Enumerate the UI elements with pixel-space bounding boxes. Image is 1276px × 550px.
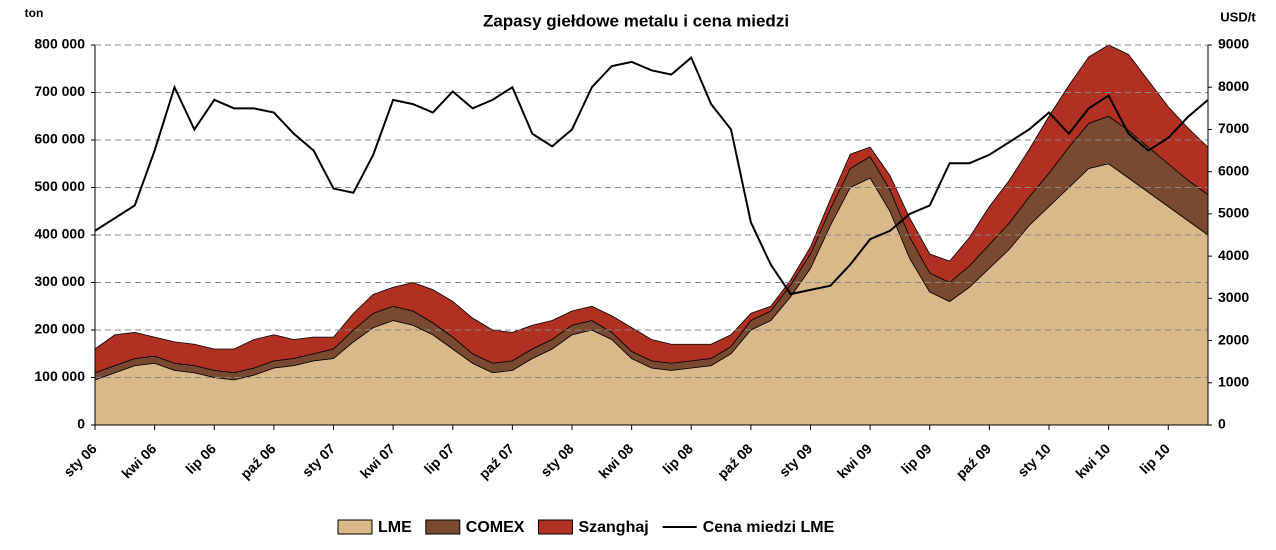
y-tick-label: 600 000 — [34, 131, 85, 147]
y2-tick-label: 0 — [1218, 416, 1226, 432]
y2-tick-label: 9000 — [1218, 36, 1249, 52]
y-tick-label: 300 000 — [34, 273, 85, 289]
y2-tick-label: 7000 — [1218, 120, 1249, 136]
y-tick-label: 700 000 — [34, 83, 85, 99]
x-tick-label: paź 08 — [714, 440, 756, 482]
x-tick-label: paź 09 — [953, 440, 995, 482]
x-tick-label: lip 06 — [182, 440, 219, 477]
x-tick-label: paź 06 — [237, 440, 279, 482]
x-tick-label: sty 06 — [60, 440, 100, 480]
y2-tick-label: 8000 — [1218, 78, 1249, 94]
line — [94, 56, 1209, 296]
y2-axis-label: USD/t — [1220, 9, 1256, 24]
y-tick-label: 100 000 — [34, 368, 85, 384]
x-tick-label: lip 10 — [1136, 440, 1173, 477]
legend-swatch — [537, 519, 573, 535]
y2-tick-label: 2000 — [1218, 331, 1249, 347]
legend-swatch — [337, 519, 373, 535]
x-tick-label: kwi 06 — [118, 440, 159, 481]
y2-tick-label: 4000 — [1218, 247, 1249, 263]
x-tick-label: sty 07 — [299, 440, 339, 480]
x-tick-label: kwi 10 — [1072, 440, 1113, 481]
chart-title: Zapasy giełdowe metalu i cena miedzi — [483, 11, 789, 30]
x-tick-label: sty 09 — [776, 440, 816, 480]
y2-tick-label: 1000 — [1218, 373, 1249, 389]
x-tick-label: sty 08 — [537, 440, 577, 480]
legend-label: LME — [378, 519, 412, 536]
legend-label: Szanghaj — [578, 519, 648, 536]
y-tick-label: 800 000 — [34, 36, 85, 52]
x-tick-label: kwi 07 — [357, 440, 398, 481]
x-tick-label: paź 07 — [476, 440, 518, 482]
x-tick-label: kwi 08 — [595, 440, 636, 481]
y2-tick-label: 3000 — [1218, 289, 1249, 305]
y-tick-label: 500 000 — [34, 178, 85, 194]
y-tick-label: 400 000 — [34, 226, 85, 242]
x-tick-label: lip 09 — [898, 440, 935, 477]
y-axis-label: ton — [25, 6, 44, 20]
x-tick-label: kwi 09 — [834, 440, 875, 481]
legend-swatch — [425, 519, 461, 535]
y-tick-label: 200 000 — [34, 321, 85, 337]
x-tick-label: lip 07 — [421, 440, 458, 477]
x-tick-label: lip 08 — [659, 440, 696, 477]
y2-tick-label: 6000 — [1218, 162, 1249, 178]
legend-label: Cena miedzi LME — [703, 519, 835, 536]
x-tick-label: sty 10 — [1014, 440, 1054, 480]
y2-tick-label: 5000 — [1218, 205, 1249, 221]
y-tick-label: 0 — [77, 416, 85, 432]
legend-label: COMEX — [466, 519, 525, 536]
